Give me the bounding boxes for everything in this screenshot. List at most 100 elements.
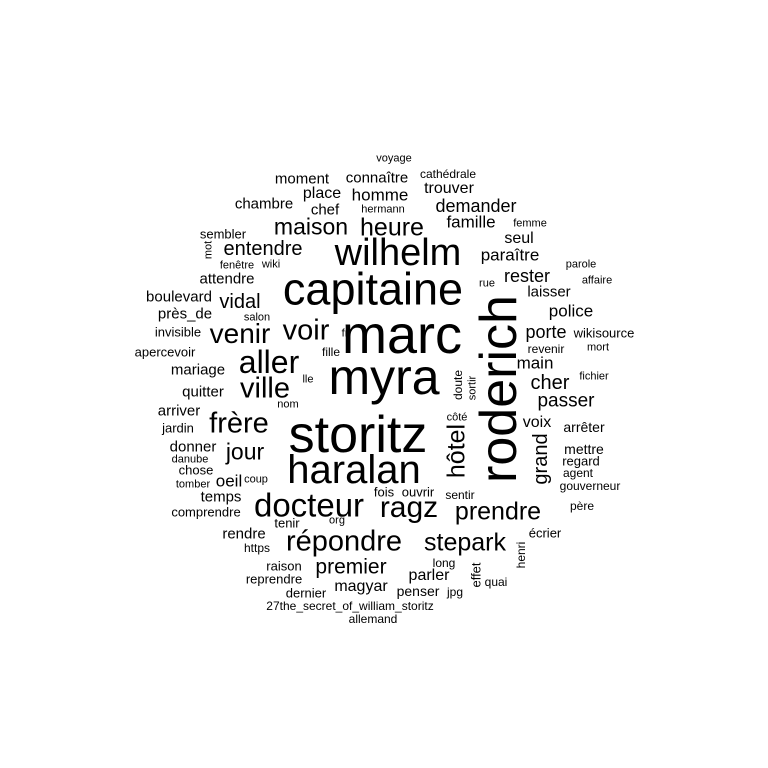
word: hôtel	[442, 423, 471, 479]
word: police	[548, 301, 594, 321]
word: chef	[310, 201, 340, 219]
word: prendre	[454, 497, 542, 526]
word: main	[516, 353, 554, 373]
word: affaire	[581, 274, 613, 287]
word: apercevoir	[134, 344, 196, 360]
word: heure	[360, 213, 424, 242]
word: passer	[537, 390, 595, 412]
word: allemand	[348, 612, 398, 626]
word: haralan	[287, 448, 421, 492]
word: rester	[503, 266, 551, 286]
word: fois	[373, 484, 395, 500]
word: wikisource	[573, 325, 635, 341]
word: storitz	[288, 406, 428, 464]
word: moment	[274, 170, 330, 188]
word: fille	[321, 345, 341, 359]
word: mot	[202, 240, 215, 260]
word: rue	[479, 277, 495, 290]
word: vidal	[219, 291, 261, 313]
word: henri	[514, 541, 528, 569]
word: fichier	[579, 370, 609, 383]
word: aller	[238, 344, 300, 380]
word: boulevard	[146, 288, 212, 306]
word: nom	[277, 398, 299, 411]
word: sentir	[445, 488, 475, 502]
word: côté	[446, 411, 468, 424]
word: sembler	[199, 226, 247, 242]
word: dernier	[285, 585, 327, 601]
word: wiki	[261, 258, 281, 271]
word: salon	[243, 311, 271, 324]
word: long	[432, 556, 456, 570]
word: mariage	[170, 361, 226, 379]
word: chambre	[234, 195, 294, 213]
word: agent	[562, 466, 594, 480]
word: parler	[408, 567, 450, 584]
word: laisser	[527, 283, 571, 301]
word: 27the_secret_of_william_storitz	[266, 599, 434, 613]
word: revenir	[527, 342, 565, 356]
word: maison	[273, 213, 349, 240]
word: porte	[525, 322, 567, 342]
word: sortir	[466, 375, 479, 401]
word: mettre	[564, 441, 604, 457]
word: paraître	[480, 245, 540, 265]
word: regard	[562, 453, 600, 469]
word: premier	[315, 555, 387, 579]
word: voix	[522, 414, 552, 431]
word: temps	[200, 488, 242, 506]
word: tomber	[175, 478, 211, 491]
word: magyar	[334, 578, 388, 595]
word: chose	[178, 462, 214, 478]
word: org	[329, 514, 345, 527]
word: penser	[396, 583, 440, 599]
word: attendre	[199, 270, 255, 288]
word: quai	[484, 575, 508, 589]
word: arrêter	[563, 419, 605, 435]
word: place	[302, 185, 342, 202]
word: quitter	[182, 383, 224, 401]
word: effet	[468, 562, 484, 588]
word: doute	[451, 369, 465, 401]
word: cher	[530, 372, 570, 394]
word: mort	[587, 341, 609, 354]
word: fenêtre	[219, 259, 255, 272]
word: frère	[209, 407, 269, 440]
word: grand	[530, 433, 552, 485]
word: ville	[240, 372, 290, 405]
word: voir	[282, 314, 330, 347]
word: tenir	[274, 515, 300, 531]
word: répondre	[285, 525, 403, 558]
word: coup	[244, 473, 268, 486]
word: connaître	[345, 169, 409, 187]
word: jpg	[446, 585, 464, 599]
word: gouverneur	[559, 479, 621, 493]
word: myra	[328, 349, 440, 405]
word: stepark	[424, 528, 506, 557]
word: https	[243, 541, 271, 555]
word: danube	[171, 453, 209, 466]
word: reprendre	[245, 571, 303, 587]
word: invisible	[154, 324, 202, 340]
word: jardin	[162, 420, 194, 436]
word: lle	[302, 373, 314, 386]
word: arriver	[157, 402, 201, 420]
word: docteur	[253, 486, 365, 524]
word: marc	[342, 305, 462, 365]
word: écrier	[528, 525, 562, 541]
word: wilhelm	[334, 232, 462, 274]
word: famille	[446, 212, 496, 232]
word: seul	[504, 230, 534, 247]
word: père	[569, 499, 595, 513]
word: raison	[266, 558, 302, 574]
word: capitaine	[282, 263, 464, 315]
word: près_de	[157, 305, 213, 323]
word: trouver	[424, 180, 474, 197]
word: voyage	[376, 152, 412, 165]
word: demander	[435, 196, 517, 216]
word: fr	[341, 327, 349, 340]
word: cathédrale	[419, 167, 477, 181]
word: rendre	[222, 525, 266, 543]
word: oeil	[215, 471, 243, 491]
